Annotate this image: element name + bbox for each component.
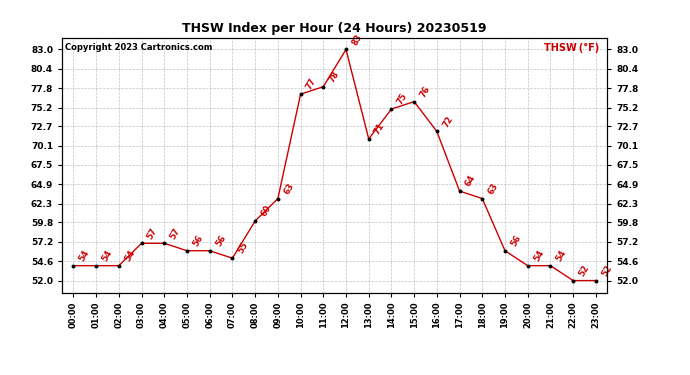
Text: 72: 72 <box>441 114 455 129</box>
Text: 56: 56 <box>509 233 523 248</box>
Point <box>340 46 351 53</box>
Point <box>250 218 261 224</box>
Point <box>227 255 238 261</box>
Point <box>408 99 420 105</box>
Text: 52: 52 <box>600 263 613 278</box>
Text: THSW (°F): THSW (°F) <box>544 43 599 52</box>
Title: THSW Index per Hour (24 Hours) 20230519: THSW Index per Hour (24 Hours) 20230519 <box>182 22 487 35</box>
Text: 77: 77 <box>305 77 318 92</box>
Point <box>522 262 533 268</box>
Text: 54: 54 <box>77 248 91 263</box>
Text: 56: 56 <box>191 233 205 248</box>
Text: 52: 52 <box>578 263 591 278</box>
Point <box>90 262 101 268</box>
Point <box>431 129 442 135</box>
Point <box>181 248 193 254</box>
Point <box>591 278 602 284</box>
Point <box>295 91 306 97</box>
Text: 75: 75 <box>395 92 409 106</box>
Point <box>454 188 465 194</box>
Text: 60: 60 <box>259 204 273 218</box>
Text: 57: 57 <box>168 226 182 240</box>
Point <box>159 240 170 246</box>
Point <box>386 106 397 112</box>
Text: 71: 71 <box>373 122 386 136</box>
Point <box>113 262 124 268</box>
Text: 54: 54 <box>532 248 546 263</box>
Text: 57: 57 <box>146 226 159 240</box>
Point <box>318 84 329 90</box>
Text: 55: 55 <box>237 241 250 255</box>
Text: Copyright 2023 Cartronics.com: Copyright 2023 Cartronics.com <box>65 43 213 52</box>
Text: 64: 64 <box>464 174 477 188</box>
Point <box>363 136 374 142</box>
Text: 54: 54 <box>555 248 569 263</box>
Text: 83: 83 <box>350 32 364 46</box>
Text: 56: 56 <box>214 233 228 248</box>
Point <box>273 195 284 201</box>
Text: 54: 54 <box>100 248 114 263</box>
Point <box>136 240 147 246</box>
Text: 78: 78 <box>328 69 341 84</box>
Text: 63: 63 <box>282 181 295 196</box>
Text: 63: 63 <box>486 181 500 196</box>
Point <box>477 195 488 201</box>
Point <box>68 262 79 268</box>
Text: 76: 76 <box>418 84 432 99</box>
Point <box>500 248 511 254</box>
Point <box>568 278 579 284</box>
Point <box>545 262 556 268</box>
Point <box>204 248 215 254</box>
Text: 54: 54 <box>123 248 137 263</box>
